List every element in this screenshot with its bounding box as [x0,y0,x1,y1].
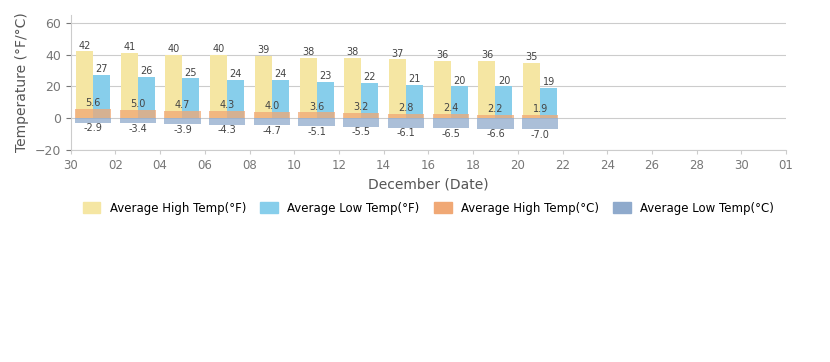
Bar [477,114,514,118]
Text: 25: 25 [185,68,198,77]
Bar [343,113,379,118]
Bar [300,58,316,118]
Text: -6.5: -6.5 [442,129,460,139]
Text: 5.0: 5.0 [130,99,145,109]
Bar [254,118,290,126]
Bar [120,118,156,123]
Bar [120,53,138,118]
Text: 20: 20 [498,76,510,85]
Bar [164,111,201,118]
Text: 22: 22 [364,72,376,83]
Text: -7.0: -7.0 [530,130,549,140]
Bar [540,88,557,118]
Text: 35: 35 [525,52,538,62]
Text: 39: 39 [257,45,270,55]
Text: 24: 24 [274,69,286,79]
Text: 5.6: 5.6 [85,98,100,108]
Text: -4.7: -4.7 [262,126,281,136]
Bar [183,79,199,118]
Bar [343,118,379,127]
Bar [75,118,111,123]
Text: 4.7: 4.7 [175,100,190,110]
Text: -3.9: -3.9 [173,125,192,135]
Text: 1.9: 1.9 [533,104,548,114]
Text: -5.5: -5.5 [352,127,371,138]
Bar [93,75,110,118]
Bar [406,85,423,118]
Text: -2.9: -2.9 [84,123,102,133]
Bar [209,111,246,118]
Text: -6.6: -6.6 [486,129,505,139]
Bar [388,118,424,128]
Text: -6.1: -6.1 [397,129,415,138]
Bar [255,56,272,118]
Text: -5.1: -5.1 [307,127,326,137]
Text: 21: 21 [408,74,421,84]
Text: 2.2: 2.2 [488,104,503,114]
Bar [432,118,469,129]
Bar [210,55,227,118]
Bar [164,118,201,124]
Text: 24: 24 [229,69,242,79]
Text: 4.0: 4.0 [264,101,280,111]
Bar [344,58,361,118]
Bar [361,83,378,118]
Bar [76,51,93,118]
Text: -3.4: -3.4 [129,124,147,134]
Bar [496,87,512,118]
Y-axis label: Temperature (°F/°C): Temperature (°F/°C) [15,13,29,152]
Text: 37: 37 [391,49,403,59]
Text: 3.2: 3.2 [354,102,369,112]
Text: 40: 40 [168,44,180,54]
Text: 42: 42 [78,41,90,51]
Text: 41: 41 [123,42,135,52]
Bar [209,118,246,125]
Text: 4.3: 4.3 [219,100,235,110]
Bar [451,87,468,118]
Bar [299,112,334,118]
Bar [165,55,183,118]
Bar [389,59,406,118]
Text: 36: 36 [481,50,493,60]
Bar [272,80,289,118]
Text: 20: 20 [453,76,466,85]
Text: 19: 19 [543,77,554,87]
Bar [522,115,559,118]
Bar [227,80,244,118]
Text: 36: 36 [436,50,448,60]
Text: 38: 38 [302,47,315,57]
Bar [120,110,156,118]
Bar [299,118,334,126]
Text: 3.6: 3.6 [309,102,325,111]
Bar [138,77,154,118]
Legend: Average High Temp(°F), Average Low Temp(°F), Average High Temp(°C), Average Low : Average High Temp(°F), Average Low Temp(… [78,197,779,219]
Bar [432,114,469,118]
Text: 27: 27 [95,64,108,75]
Bar [254,112,290,118]
X-axis label: December (Date): December (Date) [368,177,489,191]
Text: 26: 26 [140,66,153,76]
Bar [75,109,111,118]
Text: 23: 23 [319,71,331,81]
Text: 2.8: 2.8 [398,103,413,113]
Bar [434,61,451,118]
Bar [388,114,424,118]
Text: 40: 40 [212,44,225,54]
Bar [478,61,496,118]
Bar [523,63,540,118]
Text: 38: 38 [347,47,359,57]
Text: -4.3: -4.3 [217,126,237,135]
Text: 2.4: 2.4 [443,104,458,113]
Bar [522,118,559,129]
Bar [316,81,334,118]
Bar [477,118,514,129]
